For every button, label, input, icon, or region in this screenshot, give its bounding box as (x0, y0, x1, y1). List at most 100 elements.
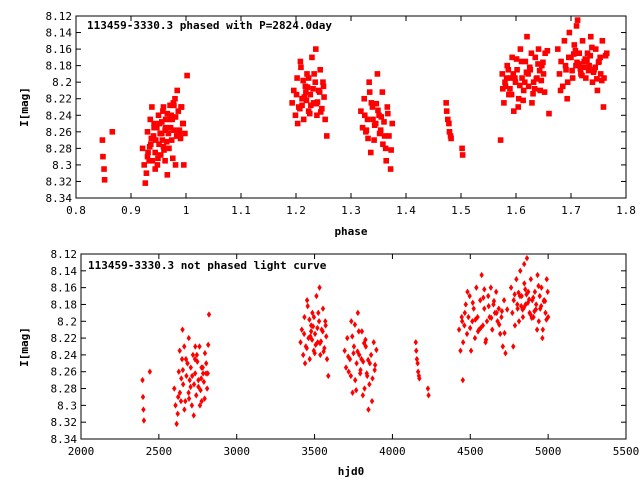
phased-data-point (388, 147, 394, 153)
phased-data-point (297, 58, 304, 65)
phased-data-point (184, 72, 190, 79)
phased-data-point (572, 47, 579, 54)
phased-data-point (459, 152, 466, 158)
unphased-data-point (179, 355, 185, 363)
phased-data-point (361, 95, 367, 102)
unphased-data-point (182, 406, 187, 413)
unphased-data-point (186, 389, 191, 396)
phased-data-point (518, 58, 525, 65)
phased-data-point (517, 46, 524, 52)
unphased-x-tick-label: 5000 (535, 445, 562, 458)
unphased-data-point (466, 313, 471, 321)
unphased-data-point (355, 348, 360, 355)
phased-x-tick-label: 1.3 (341, 204, 361, 217)
phased-data-point (597, 71, 604, 77)
unphased-data-point (318, 338, 324, 345)
unphased-data-point (177, 389, 183, 396)
phased-data-point (448, 135, 454, 142)
unphased-data-point (508, 284, 514, 291)
unphased-data-point (312, 330, 318, 338)
phased-data-point (520, 97, 526, 104)
unphased-data-point (470, 299, 475, 306)
phased-data-point (580, 64, 587, 71)
phased-data-point (573, 23, 580, 29)
unphased-data-point (370, 375, 375, 382)
phased-data-point (172, 95, 178, 102)
unphased-data-point (141, 406, 146, 413)
phased-data-point (322, 116, 328, 123)
unphased-data-point (540, 326, 546, 333)
phased-data-point (555, 46, 561, 52)
unphased-data-point (352, 321, 358, 328)
unphased-data-point (519, 302, 524, 310)
unphased-data-point (460, 339, 466, 346)
unphased-data-point (417, 375, 422, 382)
unphased-data-point (198, 387, 203, 394)
unphased-data-point (308, 333, 313, 340)
unphased-data-point (426, 392, 431, 399)
phased-y-tick-label: 8.14 (46, 27, 73, 40)
unphased-data-point (481, 294, 486, 301)
unphased-data-point (504, 306, 510, 313)
unphased-data-point (514, 276, 519, 283)
phased-data-point (564, 79, 571, 85)
phased-data-point (503, 75, 510, 81)
phased-data-point (299, 102, 305, 109)
unphased-data-point (362, 385, 367, 392)
phased-data-point (443, 108, 450, 114)
phased-data-point (389, 120, 396, 127)
phased-data-point (597, 54, 603, 61)
unphased-data-point (482, 286, 487, 293)
phased-data-point (375, 107, 381, 114)
phased-data-point (146, 157, 152, 164)
phased-data-point (101, 177, 108, 183)
phased-data-point (594, 87, 601, 94)
unphased-data-point (536, 282, 541, 290)
phased-data-point (524, 33, 530, 40)
unphased-data-point (511, 343, 516, 350)
phased-data-point (303, 89, 309, 95)
unphased-x-tick-label: 5500 (613, 445, 640, 458)
unphased-data-point (141, 417, 147, 424)
phased-data-point (381, 133, 388, 139)
phased-data-point (579, 72, 585, 79)
unphased-data-point (488, 284, 494, 291)
phased-data-point (182, 130, 188, 137)
unphased-data-point (467, 292, 472, 300)
phased-data-point (556, 71, 563, 77)
unphased-data-point (486, 302, 491, 310)
unphased-data-point (307, 316, 312, 323)
phased-data-point (500, 86, 506, 92)
phased-data-point (154, 162, 161, 168)
phased-data-point (180, 120, 187, 127)
unphased-data-point (187, 376, 192, 384)
phased-data-point (511, 108, 517, 114)
unphased-data-point (147, 368, 153, 375)
phased-data-point (175, 108, 182, 114)
unphased-data-point (190, 351, 196, 359)
unphased-data-point (353, 387, 359, 394)
unphased-data-point (177, 347, 182, 354)
phased-data-point (304, 84, 311, 90)
phased-data-point (563, 66, 569, 73)
unphased-data-point (183, 355, 189, 363)
unphased-data-point (512, 291, 517, 298)
unphased-data-point (459, 318, 465, 325)
phased-data-point (324, 133, 330, 139)
unphased-data-point (534, 326, 540, 333)
unphased-data-point (200, 370, 206, 377)
phased-data-point (289, 100, 295, 106)
phased-data-point (370, 116, 376, 123)
phased-data-point (142, 180, 149, 186)
unphased-data-point (545, 288, 550, 296)
phased-data-point (382, 145, 389, 152)
unphased-data-point (348, 372, 354, 380)
unphased-data-point (414, 347, 419, 354)
phased-data-point (574, 17, 581, 23)
unphased-data-point (197, 402, 203, 409)
phased-x-tick-label: 1.5 (451, 204, 471, 217)
phased-data-point (293, 91, 300, 98)
phased-data-point (152, 137, 159, 143)
phased-data-point (141, 162, 147, 168)
phased-data-point (368, 100, 375, 106)
